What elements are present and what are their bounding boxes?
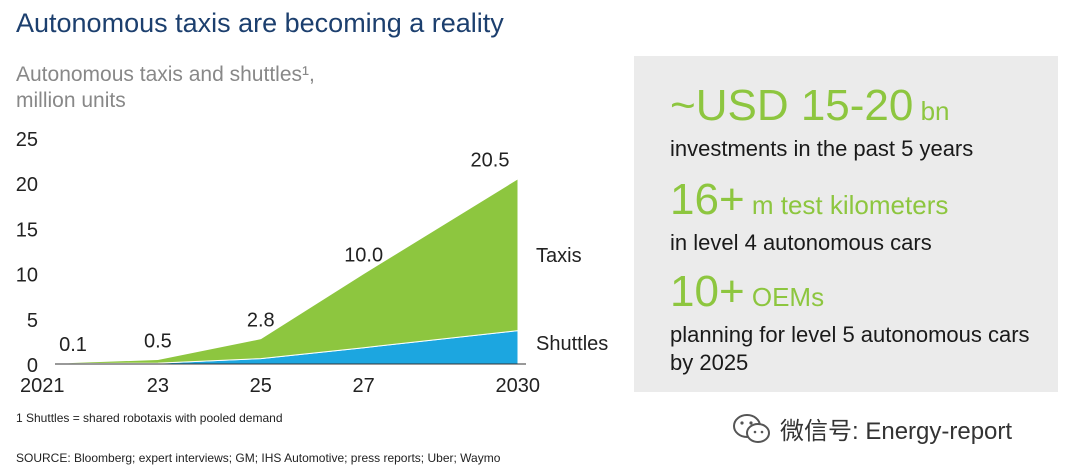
stat-value: 16+ m test kilometers — [670, 175, 949, 224]
data-label-total: 0.1 — [59, 334, 87, 356]
x-tick-label: 2030 — [496, 375, 541, 397]
stat-description: planning for level 5 autonomous cars by … — [670, 322, 1030, 375]
chart-subtitle: Autonomous taxis and shuttles¹, million … — [16, 62, 315, 114]
stat-test-kilometers: 16+ m test kilometers in level 4 autonom… — [670, 176, 948, 257]
area-chart: 0 5 10 15 20 25 2021 23 25 27 2030 0.1 0.5 2.8 10.0 20.… — [16, 129, 609, 397]
series-area-taxis — [54, 177, 519, 365]
subtitle-line-1: Autonomous taxis and shuttles¹, — [16, 63, 315, 86]
x-tick-label: 2021 — [20, 375, 65, 397]
y-tick-label: 20 — [16, 174, 38, 196]
subtitle-line-2: million units — [16, 89, 126, 112]
y-tick-label: 25 — [16, 129, 38, 151]
x-tick-label: 27 — [353, 375, 375, 397]
stat-value: ~USD 15-20 bn — [670, 81, 950, 130]
series-label-taxis: Taxis — [536, 245, 582, 267]
y-tick-label: 15 — [16, 219, 38, 241]
source-note: SOURCE: Bloomberg; expert interviews; GM… — [16, 451, 501, 465]
stats-panel: ~USD 15-20 bn investments in the past 5 … — [634, 56, 1058, 392]
stat-value: 10+ OEMs — [670, 267, 825, 316]
watermark: 微信号: Energy-report — [732, 411, 1012, 446]
watermark-text: 微信号: Energy-report — [780, 418, 1013, 445]
page-title: Autonomous taxis are becoming a reality — [16, 8, 504, 38]
data-label-total: 2.8 — [247, 310, 275, 332]
x-tick-label: 23 — [147, 375, 169, 397]
stat-oems: 10+ OEMs planning for level 5 autonomous… — [670, 268, 1030, 377]
y-tick-label: 10 — [16, 265, 38, 287]
y-tick-label: 5 — [27, 310, 38, 332]
wechat-icon — [733, 413, 770, 443]
data-label-total: 10.0 — [344, 245, 383, 267]
x-tick-label: 25 — [250, 375, 272, 397]
stat-investments: ~USD 15-20 bn investments in the past 5 … — [670, 82, 973, 163]
y-tick-label: 0 — [27, 355, 38, 377]
data-label-total: 0.5 — [144, 330, 172, 352]
stat-description: investments in the past 5 years — [670, 136, 974, 161]
footnote: 1 Shuttles = shared robotaxis with poole… — [16, 411, 283, 425]
series-label-shuttles: Shuttles — [536, 333, 608, 355]
stat-description: in level 4 autonomous cars — [670, 230, 932, 255]
data-label-total: 20.5 — [471, 150, 510, 172]
